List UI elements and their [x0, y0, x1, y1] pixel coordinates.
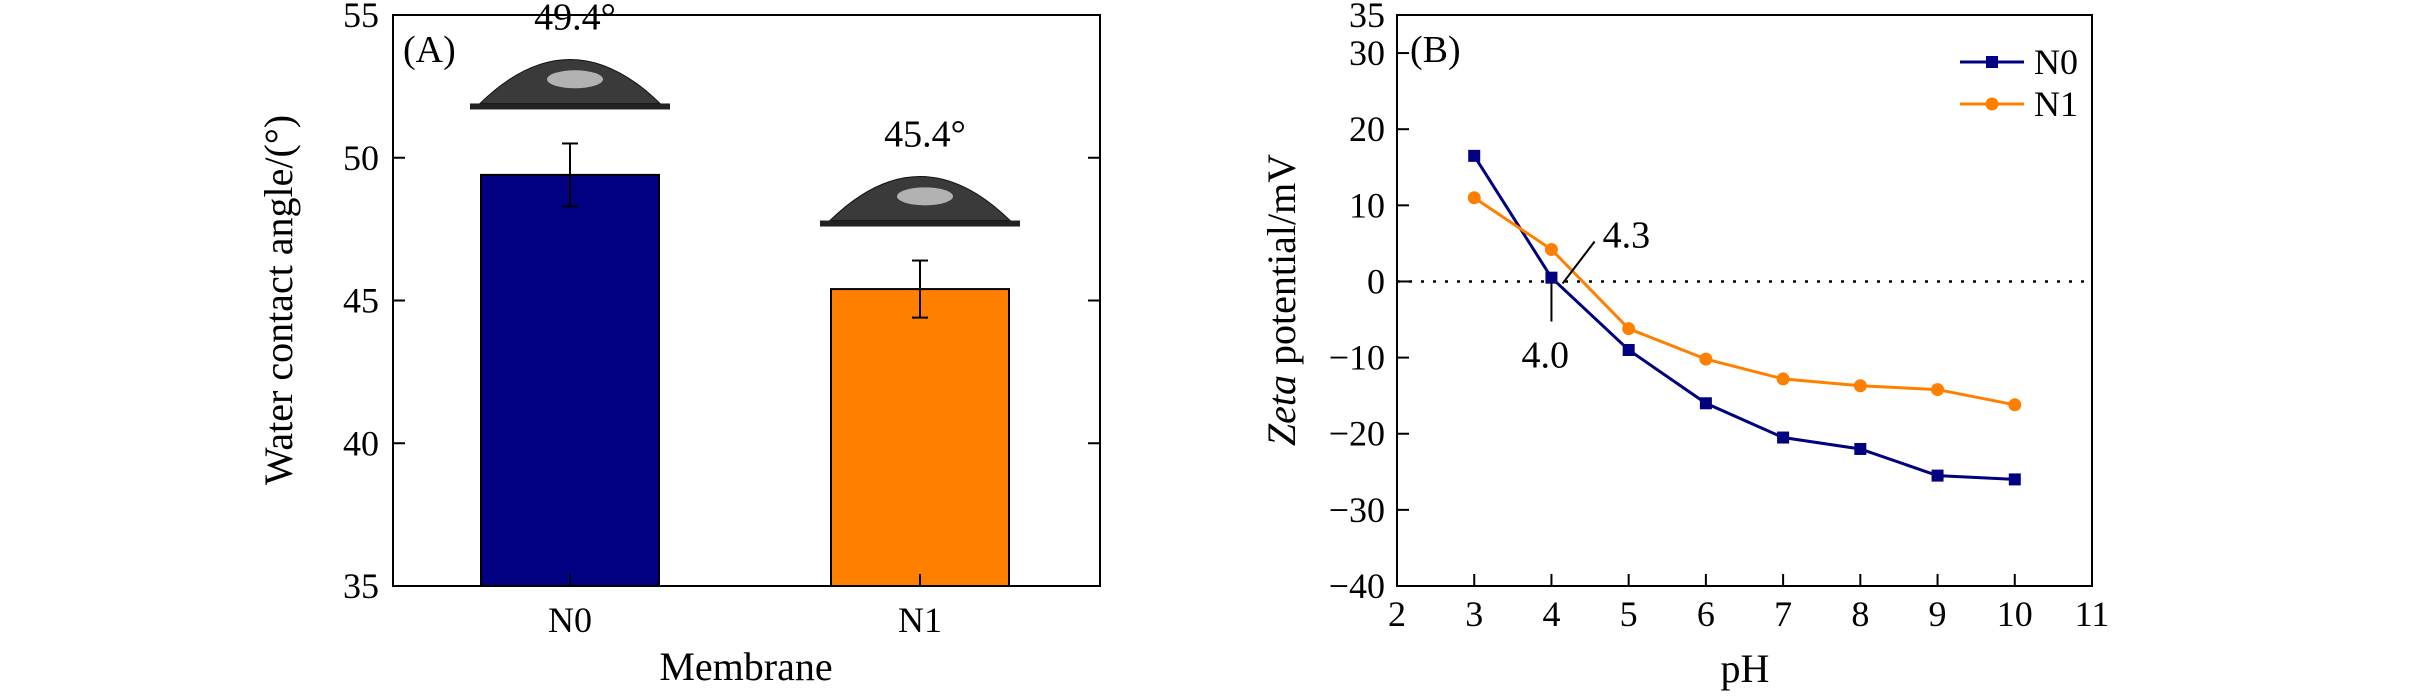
point-n0	[1854, 442, 1867, 455]
panel-b-y-axis-label: Zeta potential/mV	[1259, 154, 1304, 446]
panel-b-x-tick-label: 5	[1620, 594, 1638, 634]
point-n1	[2008, 398, 2022, 412]
panel-b-x-tick-label: 6	[1697, 594, 1715, 634]
bar-n0	[480, 173, 660, 587]
panel-a-y-tick-label: 40	[343, 423, 379, 463]
legend-marker-n0	[1986, 56, 1998, 68]
annotation-4-0: 4.0	[1521, 334, 1569, 376]
point-n0	[1622, 343, 1635, 356]
panel-b-y-tick-label: −40	[1329, 566, 1385, 606]
droplet-highlight	[547, 70, 603, 89]
series-line-n1	[1473, 196, 2016, 407]
panel-b-y-axis-label-rest: potential/mV	[1259, 154, 1304, 375]
panel-b-label: (B)	[1410, 29, 1461, 71]
panel-b-y-tick-label: −10	[1329, 338, 1385, 378]
bar-n1	[830, 288, 1010, 587]
panel-a-y-tick-label: 55	[343, 0, 379, 35]
annotation-4-3: 4.3	[1603, 214, 1651, 256]
panel-b-y-tick-label: −30	[1329, 490, 1385, 530]
point-n0	[1931, 469, 1944, 482]
panel-b-x-tick-label: 11	[2075, 594, 2110, 634]
droplet-highlight	[897, 187, 953, 206]
panel-b-x-tick-label: 10	[1997, 594, 2033, 634]
panel-a-x-tick-label: N0	[548, 600, 592, 640]
panel-a-y-tick-label: 50	[343, 138, 379, 178]
panel-a-x-axis-label: Membrane	[659, 644, 832, 689]
point-n1	[1776, 372, 1790, 386]
panel-b-y-tick-label: −20	[1329, 414, 1385, 454]
panel-b-y-tick-label: 10	[1349, 185, 1385, 225]
bar-value-label-n1: 45.4°	[884, 114, 966, 156]
point-n1	[1699, 352, 1713, 366]
point-n1	[1853, 379, 1867, 393]
legend-label-n1: N1	[2034, 84, 2078, 124]
panel-b-x-tick-label: 2	[1388, 594, 1406, 634]
point-n1	[1622, 322, 1636, 336]
panel-b-x-tick-label: 3	[1465, 594, 1483, 634]
panel-b-x-tick-label: 8	[1851, 594, 1869, 634]
droplet-substrate	[470, 103, 670, 110]
annotation-leader-4-3	[1561, 240, 1596, 285]
panel-a-y-tick-label: 35	[343, 566, 379, 606]
panel-b-y-tick-label: 0	[1367, 261, 1385, 301]
panel-a-x-tick-label: N1	[898, 600, 942, 640]
panel-a-y-axis-label: Water contact angle/(°)	[256, 115, 301, 485]
point-n0	[2008, 473, 2021, 486]
bar-value-label-n0: 49.4°	[534, 0, 616, 38]
panel-b-x-tick-label: 7	[1774, 594, 1792, 634]
point-n1	[1467, 191, 1481, 205]
point-n0	[1468, 149, 1481, 162]
legend-marker-n1	[1985, 97, 1999, 111]
point-n1	[1931, 383, 1945, 397]
panel-b-y-tick-label: 35	[1349, 0, 1385, 35]
panel-b-x-tick-label: 4	[1542, 594, 1560, 634]
panel-b-y-tick-label: 30	[1349, 33, 1385, 73]
panel-b-y-axis-label-italic: Zeta	[1259, 375, 1304, 446]
panel-a-label: (A)	[403, 29, 456, 71]
droplet-substrate	[820, 220, 1020, 227]
point-n0	[1777, 431, 1790, 444]
series-line-n0	[1472, 155, 2015, 481]
legend-label-n0: N0	[2034, 42, 2078, 82]
panel-b-plot-frame	[1396, 14, 2093, 587]
point-n0	[1545, 271, 1558, 284]
panel-a-y-tick-label: 45	[343, 281, 379, 321]
panel-b-x-axis-label: pH	[1721, 646, 1770, 691]
panel-b-y-tick-label: 20	[1349, 109, 1385, 149]
point-n0	[1699, 397, 1712, 410]
panel-b-x-tick-label: 9	[1929, 594, 1947, 634]
point-n1	[1544, 242, 1558, 256]
